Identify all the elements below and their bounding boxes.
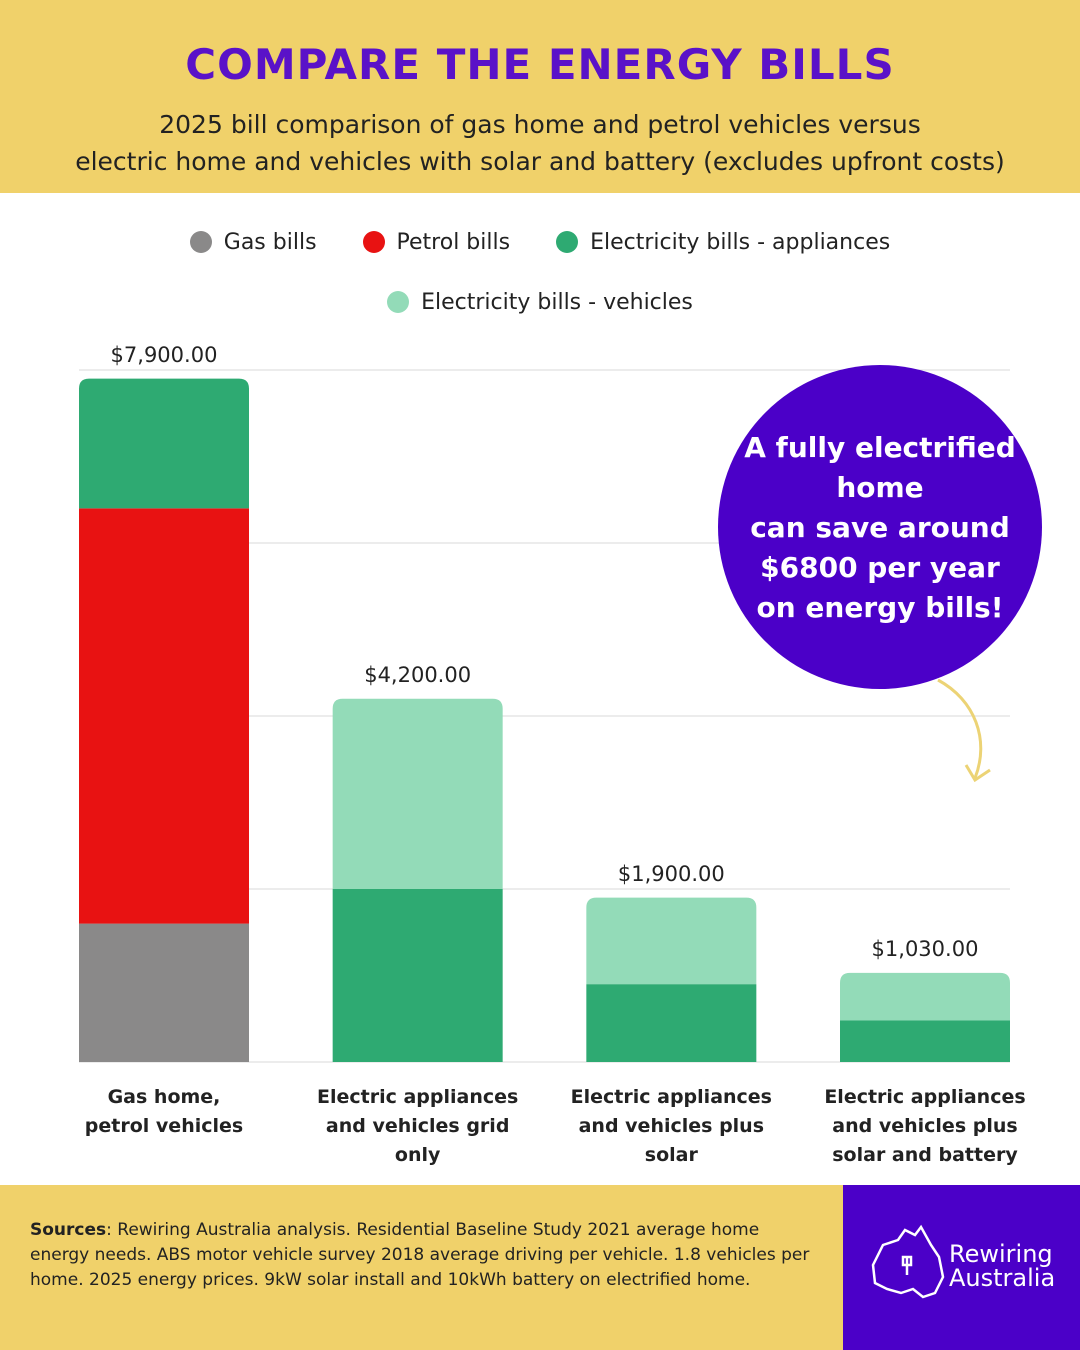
- total-label: $7,900.00: [110, 342, 218, 367]
- subtitle: 2025 bill comparison of gas home and pet…: [75, 110, 1005, 176]
- total-label: $1,900.00: [617, 861, 725, 886]
- legend-swatch: [556, 231, 579, 253]
- logo-box: [843, 1185, 1080, 1350]
- sources-text: : Rewiring Australia analysis. Residenti…: [30, 1220, 810, 1290]
- total-label: $1,030.00: [871, 936, 979, 961]
- logo-text: Rewiring Australia: [949, 1240, 1056, 1292]
- logo-map: [871, 1224, 945, 1299]
- x-tick-label: Electric appliances and vehicles plus so…: [824, 1086, 1026, 1166]
- sources: Sources: Rewiring Australia analysis. Re…: [30, 1218, 820, 1293]
- legend: Gas bills Petrol bills Electricity bills -…: [180, 224, 900, 320]
- bar-segment: [840, 1020, 1010, 1062]
- x-tick-label: Gas home, petrol vehicles: [84, 1086, 244, 1137]
- bar-segment: [79, 923, 249, 1062]
- logo-plug: [901, 1255, 913, 1275]
- x-tick-label: Electric appliances and vehicles grid on…: [316, 1086, 519, 1166]
- bar-segment: [79, 378, 249, 509]
- bar-segment: [79, 508, 249, 924]
- arrow-head: [964, 764, 991, 783]
- bar-segment: [332, 698, 503, 889]
- logo-icon: [871, 1224, 945, 1299]
- legend-item: Gas bills: [189, 224, 317, 260]
- legend-label: Electricity bills - vehicles: [421, 289, 693, 315]
- header: [0, 0, 1080, 193]
- sources-label: Sources: [30, 1220, 107, 1240]
- bar-segment: [586, 984, 757, 1062]
- arrow: [937, 678, 983, 779]
- callout-circle: [718, 365, 1042, 689]
- x-tick-label: Electric appliances and vehicles plus so…: [570, 1086, 772, 1166]
- legend-label: Electricity bills - appliances: [590, 229, 891, 255]
- legend-label: Gas bills: [223, 229, 317, 255]
- bar-segment: [840, 972, 1010, 1021]
- legend-item: Electricity bills - appliances: [556, 224, 890, 260]
- bar-segment: [332, 889, 503, 1062]
- legend-swatch: [387, 291, 410, 313]
- chart-title: COMPARE THE ENERGY BILLS: [185, 40, 895, 89]
- legend-item: Petrol bills: [362, 224, 511, 260]
- legend-swatch: [189, 231, 212, 253]
- legend-swatch: [362, 231, 385, 253]
- bar-segment: [586, 897, 757, 985]
- total-label: $4,200.00: [364, 662, 472, 687]
- callout: A fully electrified home can save around…: [744, 431, 1016, 624]
- legend-item: Electricity bills - vehicles: [387, 284, 693, 320]
- legend-label: Petrol bills: [396, 229, 511, 255]
